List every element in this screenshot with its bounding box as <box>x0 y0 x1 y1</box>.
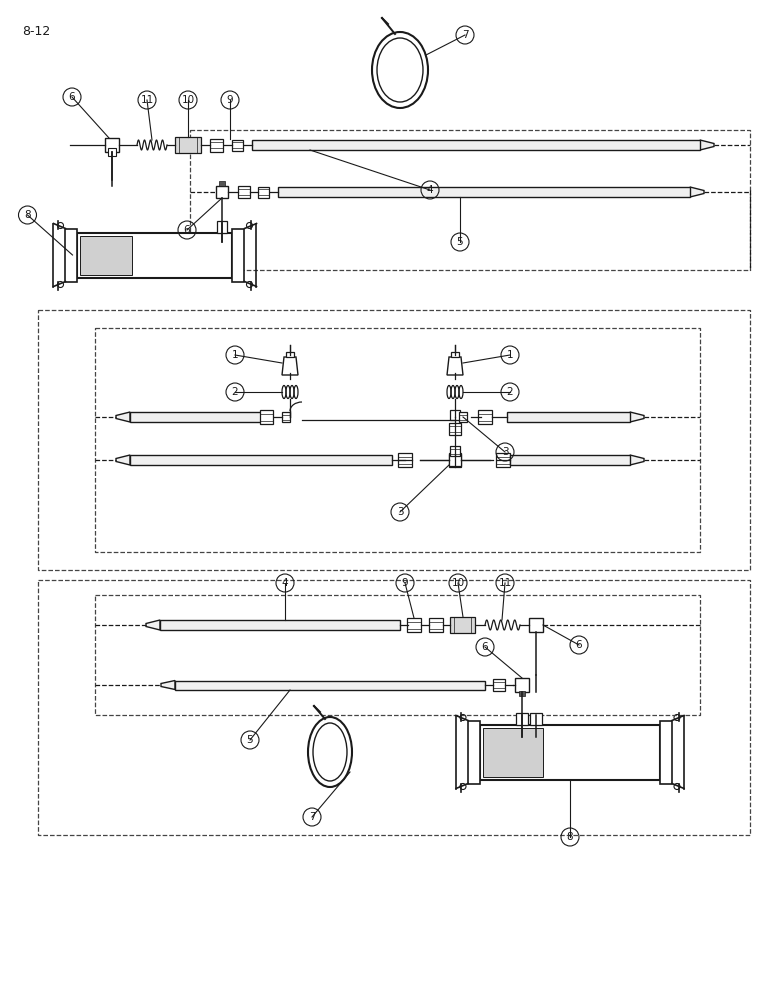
Bar <box>519 691 525 696</box>
Bar <box>77 232 232 277</box>
Text: 1: 1 <box>232 350 239 360</box>
Bar <box>260 410 273 424</box>
Bar <box>480 724 660 780</box>
Polygon shape <box>116 412 130 422</box>
Bar <box>449 453 461 467</box>
Bar <box>493 679 505 691</box>
Text: 8: 8 <box>567 832 574 842</box>
Bar <box>66 229 77 282</box>
Text: 2: 2 <box>506 387 513 397</box>
Bar <box>449 423 461 435</box>
Bar <box>468 720 480 784</box>
Text: 8: 8 <box>24 210 31 220</box>
Bar <box>510 455 630 465</box>
Text: 3: 3 <box>502 447 508 457</box>
Bar <box>660 720 672 784</box>
Bar <box>450 446 460 456</box>
Bar <box>515 678 529 692</box>
Polygon shape <box>116 455 130 465</box>
Bar <box>407 618 421 632</box>
Text: 6: 6 <box>576 640 582 650</box>
Bar <box>450 410 460 420</box>
Text: 10: 10 <box>452 578 465 588</box>
Bar <box>530 712 542 724</box>
Bar <box>449 454 461 466</box>
Bar <box>496 453 510 467</box>
Bar <box>252 140 700 150</box>
Bar <box>232 229 245 282</box>
Text: 8-12: 8-12 <box>22 25 50 38</box>
Bar <box>286 352 294 357</box>
Bar <box>282 412 290 422</box>
Polygon shape <box>630 455 644 465</box>
Text: 5: 5 <box>457 237 463 247</box>
Polygon shape <box>700 140 714 150</box>
Bar <box>160 620 400 630</box>
Bar <box>238 186 250 198</box>
Bar <box>108 148 116 156</box>
Text: 1: 1 <box>506 350 513 360</box>
Text: 11: 11 <box>499 578 512 588</box>
Text: 6: 6 <box>482 642 489 652</box>
Bar <box>105 138 119 152</box>
Bar <box>175 680 485 690</box>
Bar <box>483 728 543 776</box>
Polygon shape <box>447 357 463 375</box>
Text: 4: 4 <box>427 185 433 195</box>
Polygon shape <box>630 412 644 422</box>
Polygon shape <box>146 620 160 630</box>
Bar <box>398 453 412 467</box>
Polygon shape <box>690 187 704 197</box>
Bar <box>478 410 492 424</box>
Bar <box>217 221 227 232</box>
Text: 5: 5 <box>247 735 253 745</box>
Polygon shape <box>282 357 298 375</box>
Bar <box>130 412 262 422</box>
Bar <box>130 455 392 465</box>
Text: 6: 6 <box>69 92 76 102</box>
Text: 6: 6 <box>184 225 191 235</box>
Text: 2: 2 <box>232 387 239 397</box>
Bar <box>507 412 630 422</box>
Bar <box>529 618 543 632</box>
Text: 4: 4 <box>282 578 288 588</box>
Bar <box>516 712 528 724</box>
Text: 7: 7 <box>462 30 469 40</box>
Bar <box>216 186 228 198</box>
Bar <box>278 187 690 197</box>
Bar <box>232 139 243 150</box>
Bar <box>80 235 132 274</box>
Text: 10: 10 <box>181 95 195 105</box>
Bar <box>259 186 269 198</box>
Bar <box>451 352 459 357</box>
Text: 11: 11 <box>141 95 154 105</box>
Text: 3: 3 <box>397 507 403 517</box>
Bar <box>175 137 201 153</box>
Text: 7: 7 <box>309 812 315 822</box>
Bar <box>211 138 224 151</box>
Text: 9: 9 <box>227 95 233 105</box>
Text: 9: 9 <box>401 578 408 588</box>
Bar <box>429 618 443 632</box>
Polygon shape <box>161 680 175 690</box>
Bar <box>451 617 476 633</box>
Bar <box>459 412 467 422</box>
Bar <box>219 181 225 186</box>
